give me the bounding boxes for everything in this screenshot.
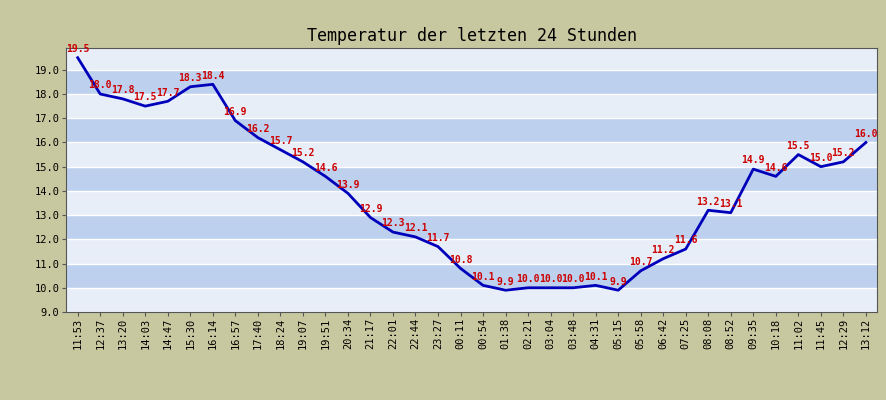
Text: 14.6: 14.6 [764,163,788,173]
Bar [66,167,877,191]
Text: 9.9: 9.9 [497,276,515,286]
Bar [66,239,877,264]
Text: 16.9: 16.9 [223,107,247,117]
Bar [66,142,877,167]
Text: 16.2: 16.2 [246,124,269,134]
Bar [66,94,877,118]
Bar [66,288,877,312]
Text: 9.9: 9.9 [610,276,627,286]
Text: 15.7: 15.7 [268,136,292,146]
Text: 14.6: 14.6 [314,163,338,173]
Text: 18.3: 18.3 [179,73,202,83]
Text: 10.0: 10.0 [562,274,585,284]
Title: Temperatur der letzten 24 Stunden: Temperatur der letzten 24 Stunden [307,27,637,45]
Bar [66,191,877,215]
Text: 17.5: 17.5 [134,92,157,102]
Text: 19.5: 19.5 [66,44,89,54]
Bar [66,215,877,239]
Text: 15.0: 15.0 [809,153,833,163]
Text: 12.3: 12.3 [381,218,405,228]
Text: 10.0: 10.0 [517,274,540,284]
Bar [66,264,877,288]
Text: 10.1: 10.1 [471,272,494,282]
Text: 17.8: 17.8 [111,85,135,95]
Text: 12.9: 12.9 [359,204,382,214]
Bar [66,118,877,142]
Text: 18.0: 18.0 [89,80,112,90]
Bar [66,70,877,94]
Text: 15.2: 15.2 [832,148,855,158]
Text: 11.7: 11.7 [426,233,450,243]
Text: 16.0: 16.0 [854,129,878,139]
Text: 10.7: 10.7 [629,257,652,267]
Text: 10.8: 10.8 [449,255,472,265]
Text: 13.1: 13.1 [719,199,742,209]
Text: 15.5: 15.5 [787,141,810,151]
Text: 17.7: 17.7 [156,88,180,98]
Text: 15.2: 15.2 [291,148,315,158]
Text: 11.6: 11.6 [674,235,697,245]
Text: 12.1: 12.1 [404,223,427,233]
Text: 11.2: 11.2 [651,245,675,255]
Text: 18.4: 18.4 [201,71,224,81]
Text: 10.1: 10.1 [584,272,608,282]
Text: 13.9: 13.9 [336,180,360,190]
Text: 14.9: 14.9 [742,156,765,166]
Text: 10.0: 10.0 [539,274,563,284]
Text: 13.2: 13.2 [696,197,720,207]
